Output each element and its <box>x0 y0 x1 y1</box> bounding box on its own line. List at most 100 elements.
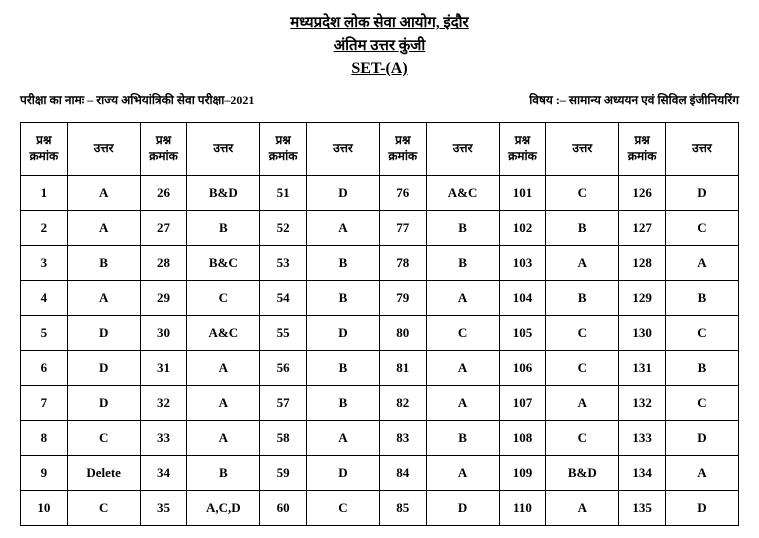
answer-value: A&C <box>426 176 499 211</box>
header-question: प्रश्न क्रमांक <box>140 123 187 176</box>
answer-value: C <box>665 386 738 421</box>
question-number: 7 <box>21 386 68 421</box>
answer-value: A <box>187 351 260 386</box>
question-number: 106 <box>499 351 546 386</box>
header-answer: उत्तर <box>187 123 260 176</box>
header-answer: उत्तर <box>306 123 379 176</box>
question-number: 33 <box>140 421 187 456</box>
answer-value: B <box>306 386 379 421</box>
question-number: 57 <box>260 386 307 421</box>
question-number: 76 <box>379 176 426 211</box>
answer-value: B <box>306 351 379 386</box>
table-row: 9Delete34B59D84A109B&D134A <box>21 456 739 491</box>
question-number: 3 <box>21 246 68 281</box>
question-number: 110 <box>499 491 546 526</box>
answer-value: B <box>187 211 260 246</box>
question-number: 103 <box>499 246 546 281</box>
question-number: 28 <box>140 246 187 281</box>
question-number: 132 <box>619 386 666 421</box>
answer-value: A <box>67 211 140 246</box>
subject-name: विषय :– सामान्य अध्ययन एवं सिविल इंजीनिय… <box>529 91 739 108</box>
answer-value: B <box>306 281 379 316</box>
answer-value: A <box>546 491 619 526</box>
question-number: 133 <box>619 421 666 456</box>
answer-value: D <box>306 176 379 211</box>
doc-title: अंतिम उत्तर कुंजी <box>20 35 739 58</box>
header-answer: उत्तर <box>665 123 738 176</box>
answer-value: B <box>426 246 499 281</box>
answer-value: A <box>67 281 140 316</box>
answer-value: B <box>546 281 619 316</box>
header-answer: उत्तर <box>67 123 140 176</box>
answer-value: A <box>67 176 140 211</box>
question-number: 6 <box>21 351 68 386</box>
answer-value: B <box>665 351 738 386</box>
question-number: 84 <box>379 456 426 491</box>
answer-value: B&D <box>187 176 260 211</box>
question-number: 78 <box>379 246 426 281</box>
answer-value: A <box>546 386 619 421</box>
question-number: 131 <box>619 351 666 386</box>
header-question: प्रश्न क्रमांक <box>379 123 426 176</box>
answer-value: B <box>187 456 260 491</box>
question-number: 134 <box>619 456 666 491</box>
answer-value: A <box>306 211 379 246</box>
answer-value: D <box>306 316 379 351</box>
answer-value: D <box>67 351 140 386</box>
question-number: 128 <box>619 246 666 281</box>
answer-value: C <box>546 316 619 351</box>
org-name: मध्यप्रदेश लोक सेवा आयोग, इंदौर <box>20 12 739 35</box>
table-row: 1A26B&D51D76A&C101C126D <box>21 176 739 211</box>
meta-row: परीक्षा का नामः – राज्य अभियांत्रिकी सेव… <box>20 91 739 108</box>
question-number: 104 <box>499 281 546 316</box>
table-row: 2A27B52A77B102B127C <box>21 211 739 246</box>
table-row: 6D31A56B81A106C131B <box>21 351 739 386</box>
answer-value: C <box>665 316 738 351</box>
question-number: 32 <box>140 386 187 421</box>
question-number: 82 <box>379 386 426 421</box>
answer-value: B <box>426 211 499 246</box>
question-number: 2 <box>21 211 68 246</box>
set-label: SET-(A) <box>20 57 739 81</box>
table-row: 4A29C54B79A104B129B <box>21 281 739 316</box>
answer-value: C <box>306 491 379 526</box>
header-row: प्रश्न क्रमांकउत्तरप्रश्न क्रमांकउत्तरप्… <box>21 123 739 176</box>
question-number: 101 <box>499 176 546 211</box>
question-number: 126 <box>619 176 666 211</box>
answer-value: Delete <box>67 456 140 491</box>
question-number: 9 <box>21 456 68 491</box>
header-question: प्रश्न क्रमांक <box>619 123 666 176</box>
question-number: 83 <box>379 421 426 456</box>
page-header: मध्यप्रदेश लोक सेवा आयोग, इंदौर अंतिम उत… <box>20 12 739 81</box>
answer-value: D <box>67 316 140 351</box>
question-number: 53 <box>260 246 307 281</box>
question-number: 58 <box>260 421 307 456</box>
question-number: 30 <box>140 316 187 351</box>
answer-value: A <box>187 421 260 456</box>
answer-value: C <box>67 491 140 526</box>
question-number: 107 <box>499 386 546 421</box>
question-number: 51 <box>260 176 307 211</box>
question-number: 5 <box>21 316 68 351</box>
answer-value: C <box>665 211 738 246</box>
question-number: 129 <box>619 281 666 316</box>
question-number: 56 <box>260 351 307 386</box>
question-number: 52 <box>260 211 307 246</box>
answer-key-table: प्रश्न क्रमांकउत्तरप्रश्न क्रमांकउत्तरप्… <box>20 122 739 526</box>
question-number: 127 <box>619 211 666 246</box>
answer-value: B&C <box>187 246 260 281</box>
question-number: 26 <box>140 176 187 211</box>
table-row: 5D30A&C55D80C105C130C <box>21 316 739 351</box>
answer-value: A <box>187 386 260 421</box>
answer-value: D <box>426 491 499 526</box>
question-number: 8 <box>21 421 68 456</box>
table-row: 3B28B&C53B78B103A128A <box>21 246 739 281</box>
answer-value: B <box>546 211 619 246</box>
header-question: प्रश्न क्रमांक <box>260 123 307 176</box>
answer-value: A <box>665 456 738 491</box>
header-question: प्रश्न क्रमांक <box>21 123 68 176</box>
header-question: प्रश्न क्रमांक <box>499 123 546 176</box>
question-number: 60 <box>260 491 307 526</box>
question-number: 4 <box>21 281 68 316</box>
answer-value: A <box>665 246 738 281</box>
